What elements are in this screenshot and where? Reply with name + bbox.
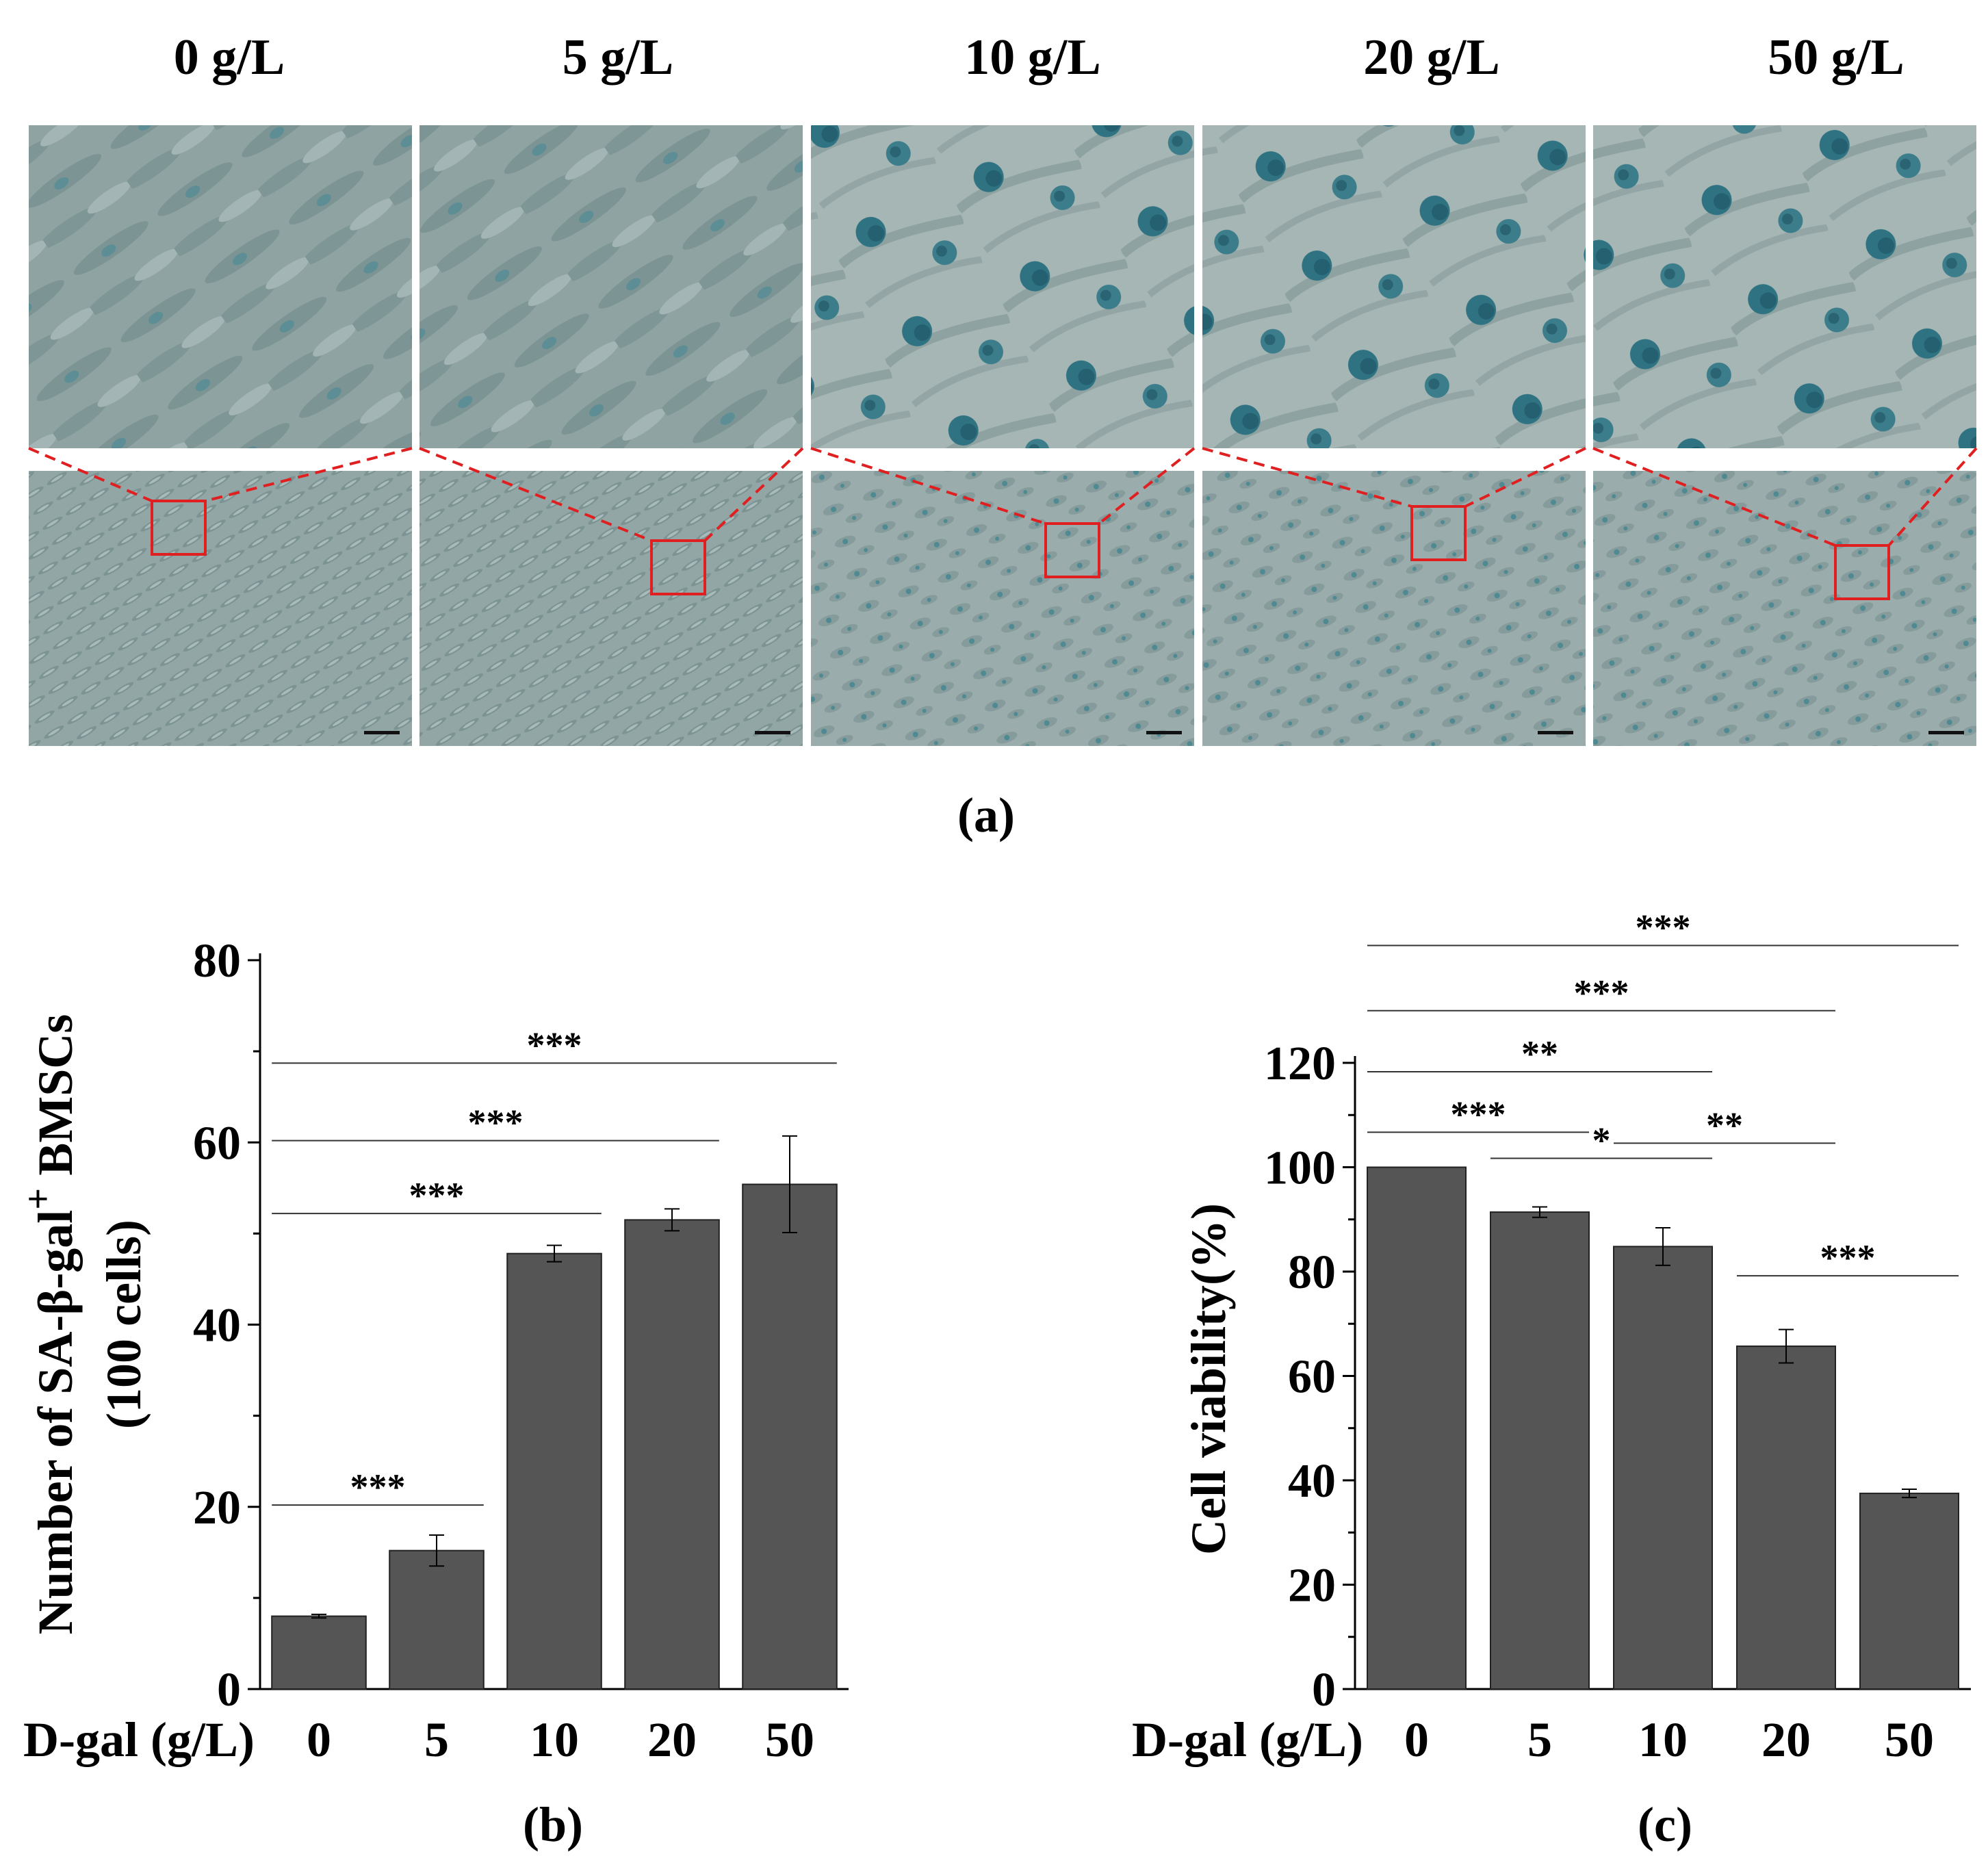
zoom-line [703,447,804,542]
x-tick-label: 0 [307,1712,331,1767]
x-tick-label: 5 [1527,1712,1552,1767]
bar-20 [624,1219,720,1690]
x-tick-label: 50 [765,1712,814,1767]
x-tick-label: 10 [530,1712,579,1767]
micrographs [28,125,1978,746]
zoomed-micrograph [1202,125,1586,448]
zoom-line [28,447,153,502]
significance-label: ** [1706,1105,1743,1146]
overview-micrograph [1593,471,1976,746]
x-tick-label: 50 [1885,1712,1934,1767]
bar-5 [1490,1211,1590,1690]
concentration-label: 20 g/L [1363,29,1499,86]
x-axis-label: D-gal (g/L) [1132,1712,1363,1767]
concentration-label: 50 g/L [1768,29,1904,86]
zoom-line [1592,447,1836,547]
bar-10 [1613,1246,1713,1690]
y-tick-label: 0 [1312,1664,1336,1716]
scale-bar [364,731,400,734]
scale-bar [1928,731,1964,734]
zoomed-micrograph [811,125,1194,448]
zoom-region-box [650,539,706,595]
bar-50 [1859,1493,1959,1690]
bar-50 [742,1183,838,1690]
x-tick-label: 10 [1638,1712,1688,1767]
scale-bar [1146,731,1182,734]
zoom-line [1464,447,1586,508]
zoomed-micrograph [29,125,412,448]
zoomed-micrograph [1593,125,1976,448]
overview-micrograph [419,471,803,746]
bar-20 [1736,1345,1836,1690]
zoom-line [1202,447,1412,508]
zoom-line [1098,447,1196,525]
significance-label: *** [350,1467,406,1508]
significance-label: ** [1521,1033,1558,1074]
overview-micrograph [811,471,1194,746]
y-tick-label: 60 [1288,1351,1336,1404]
concentration-labels: 0 g/L 5 g/L 10 g/L 20 g/L 50 g/L [174,29,1905,86]
y-tick-label: 80 [193,935,241,988]
bar-5 [389,1549,485,1690]
panel-label: (b) [523,1797,583,1852]
y-tick-label: 20 [193,1482,241,1534]
y-axis-label: Cell viability(%) [1181,1203,1236,1555]
bar-0 [271,1615,367,1690]
zoom-region-box [151,500,207,556]
significance-label: *** [409,1175,465,1216]
y-tick-label: 0 [217,1664,241,1716]
zoom-line [419,447,652,542]
overview-micrograph [1202,471,1586,746]
bar-0 [1367,1166,1467,1690]
y-axis-label-superscript: + [17,1188,60,1210]
concentration-label: 0 g/L [174,29,285,86]
y-tick-label: 80 [1288,1246,1336,1299]
x-axis-label: D-gal (g/L) [23,1712,255,1767]
bar-10 [506,1252,602,1690]
y-axis-label-suffix: BMSCs [28,1014,83,1188]
panel-label: (c) [1638,1797,1692,1852]
y-tick-label: 60 [193,1117,241,1170]
x-tick-label: 20 [1761,1712,1811,1767]
x-tick-label: 0 [1404,1712,1429,1767]
x-tick-label: 5 [424,1712,449,1767]
panel-a-label: (a) [957,788,1015,842]
y-axis-label-units: (100 cells) [96,1220,151,1429]
significance-label: *** [1636,907,1691,948]
significance-label: *** [527,1025,582,1066]
y-tick-label: 40 [193,1300,241,1352]
y-tick-label: 20 [1288,1560,1336,1612]
significance-label: * [1592,1120,1611,1161]
y-tick-label: 40 [1288,1455,1336,1508]
panel-a: 0 g/L 5 g/L 10 g/L 20 g/L 50 g/L (a) [28,29,1978,842]
overview-micrograph [29,471,412,746]
scale-bar [755,731,790,734]
significance-label: *** [468,1103,524,1144]
significance-label: *** [1820,1237,1876,1278]
zoomed-micrograph [419,125,803,448]
zoom-line [1887,447,1978,547]
y-tick-label: 120 [1264,1038,1336,1090]
y-axis-label-main: Number of SA-β-gal [28,1210,83,1635]
concentration-label: 5 g/L [563,29,673,86]
zoom-line [810,447,1046,525]
zoom-region-box [1834,544,1890,600]
y-axis-label: Number of SA-β-gal+ BMSCs [17,1014,83,1635]
significance-label: *** [1451,1094,1506,1135]
concentration-label: 10 g/L [964,29,1100,86]
significance-label: *** [1574,973,1629,1014]
zoom-region-box [1044,522,1100,578]
scale-bar [1538,731,1573,734]
zoom-region-box [1410,505,1467,561]
x-tick-label: 20 [647,1712,697,1767]
y-tick-label: 100 [1264,1142,1336,1195]
